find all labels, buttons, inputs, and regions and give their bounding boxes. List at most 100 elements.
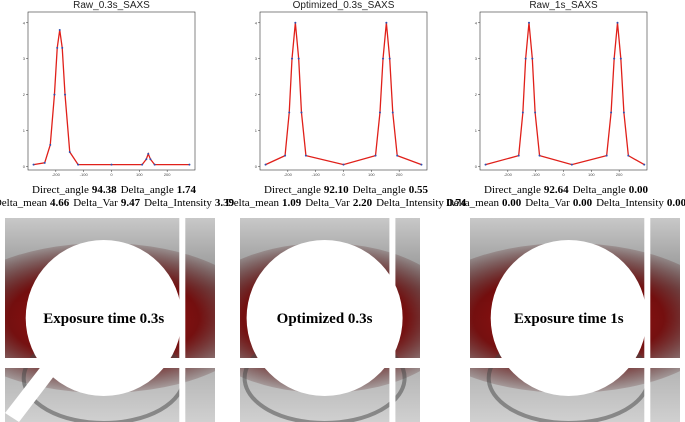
data-point [77,163,80,166]
plot-frame [479,11,648,171]
stat-value: 0.00 [629,184,649,196]
data-point [622,111,625,114]
y-tick-label: 1 [23,128,26,133]
plot-title: Raw_1s_SAXS [529,0,598,11]
stat-value: 1.74 [177,184,197,196]
stat-label: Delta_mean [446,197,500,209]
panel: Optimized_0.3s_SAXS 0 1 2 3 4 -200 -100 0 100 200 D… [226,0,467,422]
y-tick-label: 3 [475,56,478,61]
plot-frame [259,11,428,171]
image-label: Exposure time 0.3s [43,311,164,327]
data-point [342,163,345,166]
data-point [149,158,152,161]
data-point [300,111,303,114]
data-point [527,21,530,24]
y-tick-label: 4 [255,20,258,25]
data-point [68,151,71,154]
data-point [294,21,297,24]
x-tick-label: -200 [284,172,293,177]
stats-line: Direct_angle 92.10 Delta_angle 0.55 [264,184,428,196]
stat-value: 0.00 [502,197,522,209]
data-point [396,154,399,157]
data-point [288,111,291,114]
data-point [49,143,52,146]
y-tick-label: 2 [475,92,478,97]
stat-label: Delta_angle [121,184,174,196]
data-point [627,154,630,157]
y-tick-label: 3 [255,56,258,61]
data-point [570,163,573,166]
data-point [264,163,267,166]
data-point [58,28,61,31]
x-tick-label: -100 [80,172,89,177]
stat-value: 3.39 [215,197,235,209]
data-point [616,21,619,24]
x-tick-label: -100 [532,172,541,177]
stat-value: 0.00 [667,197,685,209]
data-point [145,158,148,161]
x-tick-label: -200 [504,172,513,177]
y-tick-label: 2 [23,92,26,97]
x-tick-label: 100 [368,172,375,177]
data-point [147,152,150,155]
y-tick-label: 1 [255,128,258,133]
detector-image [470,218,680,422]
detector-image [5,218,215,422]
x-tick-label: 0 [342,172,345,177]
image-label: Exposure time 1s [514,311,624,327]
plot-title: Raw_0.3s_SAXS [73,0,150,11]
x-tick-label: 100 [136,172,143,177]
plot-frame [27,11,196,171]
stats-line: Delta_mean4.66Delta_Var9.47Delta_Intensi… [0,197,235,209]
data-point [382,57,385,60]
y-tick-label: 0 [255,164,258,169]
data-point [484,163,487,166]
beamstop [490,240,647,396]
image-label: Optimized 0.3s [277,311,373,327]
x-tick-label: 200 [616,172,623,177]
x-tick-label: 0 [110,172,113,177]
data-point [153,163,156,166]
stat-value: 94.38 [92,184,117,196]
stat-label: Delta_Var [73,197,118,209]
beamstop [246,240,403,396]
detector-image [240,218,420,422]
data-point [61,46,64,49]
data-point [53,93,56,96]
fit-line [265,22,422,166]
data-point [524,57,527,60]
stat-label: Delta_Intensity [144,197,212,209]
data-point [531,57,534,60]
stat-label: Delta_mean [226,197,280,209]
stat-value: 92.10 [324,184,349,196]
data-point [64,93,67,96]
y-tick-label: 4 [23,20,26,25]
stats-line: Direct_angle 92.64 Delta_angle 0.00 [484,184,648,196]
y-tick-label: 0 [23,164,26,169]
data-point [110,163,113,166]
x-tick-label: 0 [562,172,565,177]
stat-value: 92.64 [544,184,569,196]
stat-value: 4.66 [50,197,70,209]
data-point [538,154,541,157]
gap-vertical [179,218,186,422]
data-point [619,57,622,60]
y-tick-label: 3 [23,56,26,61]
data-point [297,57,300,60]
data-point [284,154,287,157]
x-tick-label: 100 [588,172,595,177]
x-tick-label: 200 [164,172,171,177]
data-point [32,163,35,166]
stats-line: Direct_angle 94.38 Delta_angle 1.74 [32,184,196,196]
stat-label: Delta_Intensity [596,197,664,209]
stat-label: Direct_angle [484,184,541,196]
data-point [420,163,423,166]
data-point [391,111,394,114]
y-tick-label: 0 [475,164,478,169]
data-point [534,111,537,114]
data-point [378,111,381,114]
stat-label: Delta_Intensity [376,197,444,209]
data-point [643,163,646,166]
stat-label: Direct_angle [264,184,321,196]
y-tick-label: 1 [475,128,478,133]
